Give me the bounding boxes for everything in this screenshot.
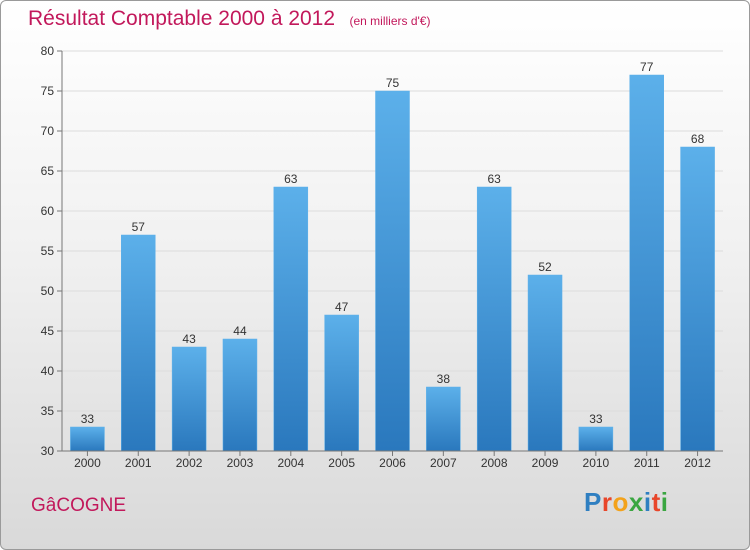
logo-letter: o	[612, 487, 629, 517]
x-tick-label-2008: 2008	[481, 456, 508, 470]
bar-2012	[680, 146, 715, 452]
x-tick-label-2004: 2004	[277, 456, 304, 470]
bar-2009	[527, 274, 563, 452]
bar-2001	[121, 234, 156, 452]
value-label-2006: 75	[386, 76, 400, 90]
logo-letter: P	[584, 487, 602, 517]
x-tick-label-2001: 2001	[125, 456, 152, 470]
chart-title-main: Résultat Comptable 2000 à 2012	[28, 7, 336, 30]
y-tick-label: 30	[41, 444, 55, 458]
x-tick-label-2000: 2000	[74, 456, 101, 470]
proxiti-logo: Proxiti	[584, 487, 668, 518]
bar-2003	[222, 338, 258, 452]
value-label-2010: 33	[589, 412, 603, 426]
value-label-2002: 43	[182, 332, 196, 346]
y-tick-label: 55	[41, 244, 55, 258]
value-label-2007: 38	[437, 372, 451, 386]
value-label-2009: 52	[538, 260, 552, 274]
logo-letter: i	[643, 487, 652, 517]
bar-2005	[324, 314, 359, 452]
bar-2000	[70, 426, 105, 452]
x-tick-label-2011: 2011	[634, 456, 660, 470]
x-tick-label-2002: 2002	[176, 456, 203, 470]
y-tick-label: 35	[41, 404, 55, 418]
value-label-2011: 77	[640, 60, 654, 74]
value-label-2000: 33	[81, 412, 95, 426]
y-tick-label: 75	[41, 84, 55, 98]
labels-layer: 2000 33 2001 57 2002 43 2003 44 2004 63 2005 47 2006…	[74, 60, 711, 470]
value-label-2003: 44	[233, 324, 247, 338]
value-label-2004: 63	[284, 172, 298, 186]
chart-title: Résultat Comptable 2000 à 2012 (en milli…	[28, 7, 430, 31]
bar-2010	[578, 426, 614, 452]
x-tick-label-2010: 2010	[583, 456, 610, 470]
x-tick-label-2007: 2007	[430, 456, 457, 470]
x-tick-label-2003: 2003	[227, 456, 254, 470]
y-tick-label: 40	[41, 364, 55, 378]
bar-2006	[375, 90, 410, 452]
value-label-2008: 63	[488, 172, 502, 186]
bar-2002	[171, 346, 207, 452]
x-tick-label-2012: 2012	[684, 456, 711, 470]
chart-title-unit: (en milliers d'€)	[349, 14, 431, 28]
commune-name: GâCOGNE	[31, 495, 127, 516]
value-label-2005: 47	[335, 300, 349, 314]
y-tick-label: 50	[41, 284, 55, 298]
bar-2011	[629, 74, 664, 452]
y-tick-label: 80	[41, 44, 55, 58]
value-label-2012: 68	[691, 132, 705, 146]
x-tick-label-2005: 2005	[328, 456, 355, 470]
axis-layer: 30 35 40 45 50 55 60 65 70 75 80	[41, 44, 723, 458]
x-tick-label-2006: 2006	[379, 456, 406, 470]
y-tick-label: 60	[41, 204, 55, 218]
bar-2004	[273, 186, 309, 452]
bar-2007	[426, 386, 461, 452]
y-tick-label: 70	[41, 124, 55, 138]
logo-letter: x	[628, 487, 644, 517]
x-tick-label-2009: 2009	[532, 456, 559, 470]
y-tick-label: 45	[41, 324, 55, 338]
logo-letter: t	[651, 487, 661, 517]
y-tick-label: 65	[41, 164, 55, 178]
value-label-2001: 57	[132, 220, 146, 234]
logo-letter: r	[601, 487, 613, 517]
logo-letter: i	[660, 487, 669, 517]
bar-2008	[476, 186, 512, 452]
